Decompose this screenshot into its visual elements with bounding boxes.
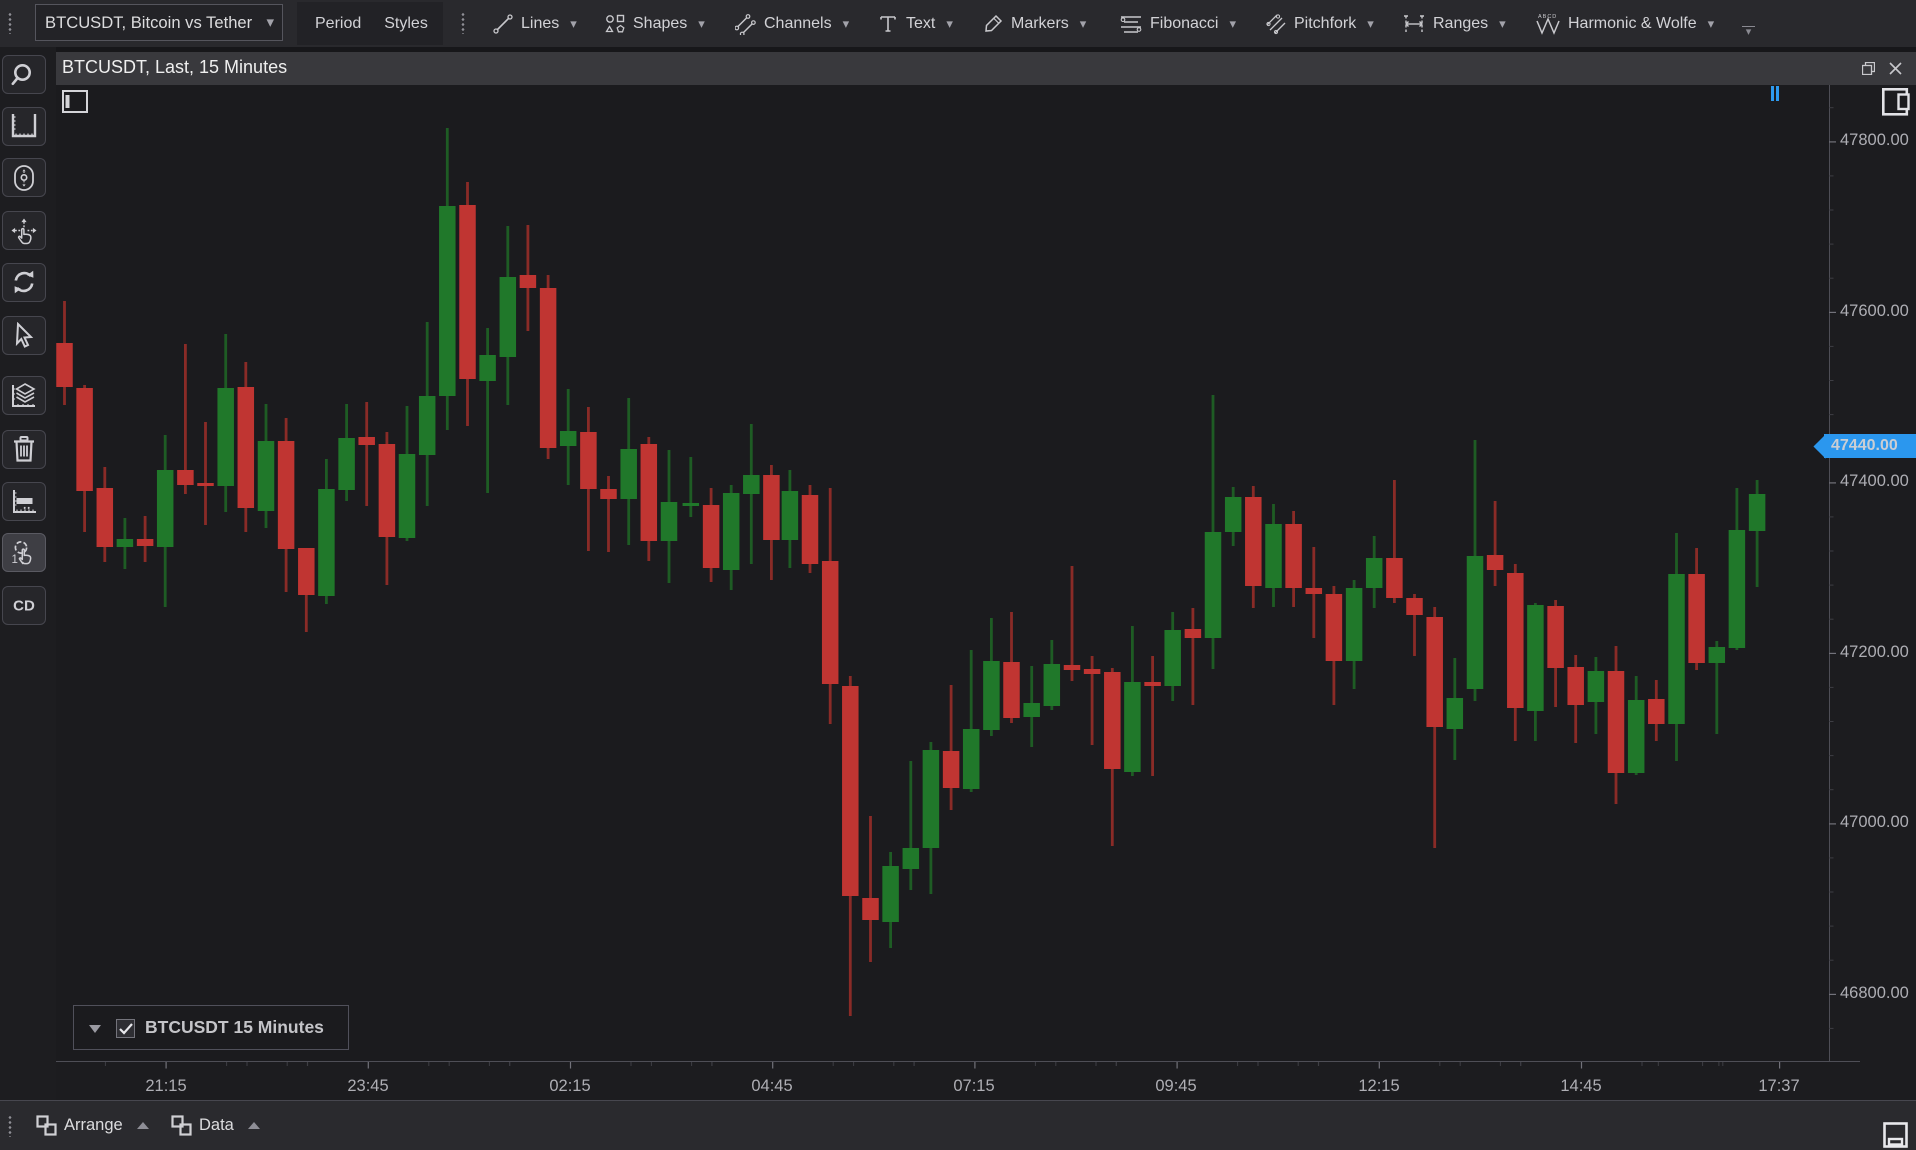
svg-text:ABCD: ABCD (1538, 14, 1557, 20)
svg-text:CD: CD (13, 598, 35, 615)
svg-text:1: 1 (12, 554, 18, 566)
